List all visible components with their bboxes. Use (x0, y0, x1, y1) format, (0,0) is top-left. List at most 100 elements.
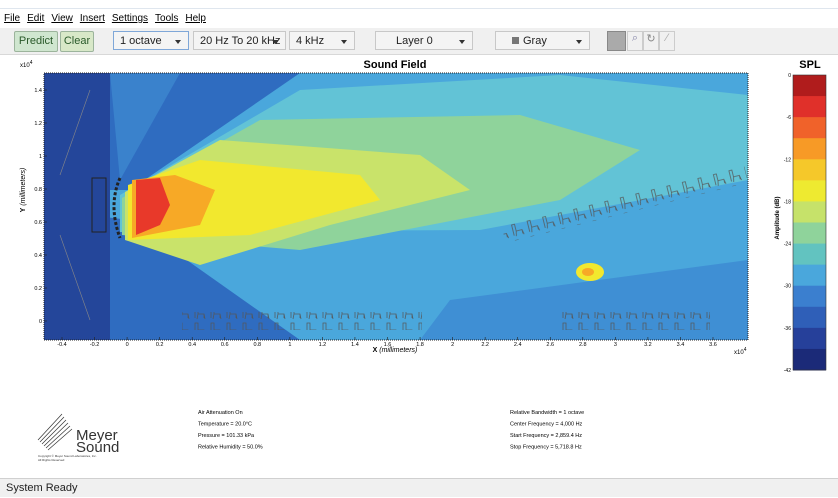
layer-dropdown[interactable]: Layer 0 (375, 31, 473, 50)
range-dropdown[interactable]: 20 Hz To 20 kHz (193, 31, 286, 50)
colorbar-band (793, 306, 826, 329)
info-line: Relative Bandwidth = 1 octave (510, 410, 584, 416)
info-line: Center Frequency = 4,000 Hz (510, 422, 583, 428)
y-label: Y (20, 207, 27, 212)
scale-base: x10 (20, 63, 30, 69)
x-tick-label: -0.4 (57, 342, 66, 348)
x-tick-label: 1.8 (416, 342, 424, 348)
menu-item[interactable]: Settings (111, 13, 149, 24)
colorbar-band (793, 348, 826, 371)
info-line: Start Frequency = 2,859.4 Hz (510, 433, 582, 439)
y-tick-label: 0.6 (34, 220, 42, 226)
x-tick-label: 0.4 (188, 342, 196, 348)
colorbar-band (793, 327, 826, 350)
x-tick-label: 2.4 (514, 342, 522, 348)
colorbar-tick-label: -42 (784, 368, 791, 374)
x-tick-label: 2.2 (481, 342, 489, 348)
colorbar-band (793, 285, 826, 308)
y-tick-label: 1.4 (34, 88, 42, 94)
info-line: Relative Humidity = 50.0% (198, 445, 263, 451)
info-line: Pressure = 101.33 kPa (198, 433, 255, 439)
logo-top: Meyer (76, 427, 118, 444)
colorbar-frame (792, 74, 827, 371)
y-tick-label: 0.2 (34, 286, 42, 292)
toolbar: Predict Clear 1 octave 20 Hz To 20 kHz 4… (0, 28, 838, 55)
colorbar-title: SPL (799, 59, 821, 71)
colorbar-band (793, 243, 826, 266)
sound-field-map (44, 73, 748, 340)
y-unit: (millimeters) (20, 168, 27, 206)
colorbar-band (793, 96, 826, 118)
y-tick-label: 1 (39, 154, 42, 160)
colorbar-band (793, 138, 826, 160)
menu-bar: File Edit View Insert Settings Tools Help (0, 8, 838, 29)
y-axis: 0 0.2 0.4 0.6 0.8 1 1.2 1.4 (34, 88, 47, 325)
workspace: Sound Field x104 x104 -0.4 -0.2 0 0.2 0.4 0.6… (20, 59, 827, 462)
x-tick-label: 2.8 (579, 342, 587, 348)
menu-item[interactable]: Edit (27, 13, 45, 24)
select-tool[interactable] (607, 31, 626, 51)
scale-exp: 4 (30, 60, 33, 66)
x-tick-label: 1.6 (384, 342, 392, 348)
colorbar-tick-label: -6 (787, 115, 792, 121)
logo-bottom: Sound (76, 439, 119, 456)
colorbar-band (793, 117, 826, 139)
menu-item[interactable]: Tools (155, 13, 179, 24)
color-text: Gray (523, 35, 547, 47)
x-tick-label: 2.6 (546, 342, 554, 348)
x-tick-label: 1.2 (319, 342, 327, 348)
zoom-tool[interactable]: ⌕ (627, 31, 643, 51)
colorbar-tick-label: -30 (784, 284, 791, 290)
info-line: Temperature = 20.0°C (198, 422, 252, 428)
info-line: Stop Frequency = 5,718.8 Hz (510, 445, 582, 451)
x-tick-label: 1 (288, 342, 291, 348)
x-tick-label: 0.8 (253, 342, 261, 348)
menu-item[interactable]: View (51, 13, 73, 24)
colorbar-band (793, 159, 826, 181)
info-line: Air Attenuation On (198, 410, 243, 416)
y-axis-title: Y (millimeters) (20, 168, 27, 213)
y-tick-label: 0.4 (34, 253, 42, 259)
colorbar-band (793, 180, 826, 202)
x-tick-label: -0.2 (90, 342, 99, 348)
colorbar-band (793, 222, 826, 245)
colorbar-tick-label: -24 (784, 242, 791, 248)
menu-item[interactable]: Insert (79, 13, 105, 24)
y-tick-label: 0 (39, 319, 42, 325)
x-tick-label: 0.6 (221, 342, 229, 348)
x-tick-label: 0 (126, 342, 129, 348)
menu-item[interactable]: Help (185, 13, 206, 24)
x-axis: -0.4 -0.2 0 0.2 0.4 0.6 0.8 1 1.2 1.4 1.6 1.8 2 2.2 2.… (57, 337, 717, 348)
color-dropdown[interactable]: Gray (495, 31, 590, 50)
rotate-tool[interactable]: ↻ (643, 31, 659, 51)
logo: Meyer Sound Copyright © Meyer Sound Labo… (37, 413, 119, 462)
colorbar: 0 -6 -12 -18 -24 -30 -36 -42 (784, 73, 827, 374)
x-tick-label: 1.4 (351, 342, 359, 348)
rights: All Rights Reserved (38, 458, 65, 462)
colorbar-label: Amplitude (dB) (775, 197, 781, 240)
clear-button[interactable]: Clear (60, 31, 94, 52)
plot-title: Sound Field (364, 59, 427, 71)
colorbar-tick-label: 0 (788, 73, 791, 79)
scale-base: x10 (734, 350, 744, 356)
line-tool[interactable]: ⁄ (659, 31, 675, 51)
x-tick-label: 0.2 (156, 342, 164, 348)
frequency-dropdown[interactable]: 4 kHz (289, 31, 355, 50)
status-bar: System Ready (0, 478, 838, 497)
bandwidth-dropdown[interactable]: 1 octave (113, 31, 189, 50)
colorbar-band (793, 264, 826, 287)
colorbar-tick-label: -18 (784, 199, 791, 205)
x-axis-title: X (millimeters) (373, 347, 418, 354)
colorbar-band (793, 75, 826, 97)
y-tick-label: 0.8 (34, 187, 42, 193)
predict-button[interactable]: Predict (14, 31, 58, 52)
x-tick-label: 3 (614, 342, 617, 348)
menu-item[interactable]: File (4, 13, 21, 24)
plot-frame (43, 72, 749, 341)
scale-exp: 4 (744, 347, 747, 353)
copyright: Copyright © Meyer Sound Laboratories, In… (38, 454, 97, 458)
x-tick-label: 2 (451, 342, 454, 348)
colorbar-band (793, 201, 826, 223)
x-unit: (millimeters) (379, 347, 417, 354)
colorbar-tick-label: -36 (784, 326, 791, 332)
